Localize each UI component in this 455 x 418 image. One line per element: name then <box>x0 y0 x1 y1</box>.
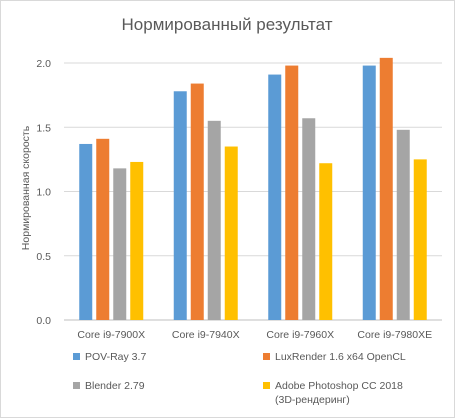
y-axis-ticks: 0.0 0.5 1.0 1.5 2.0 <box>36 58 51 327</box>
bar <box>173 91 187 321</box>
legend-swatch <box>73 353 80 360</box>
bar <box>362 65 376 320</box>
legend-label: Blender 2.79 <box>85 380 145 392</box>
bar <box>268 74 282 320</box>
bars <box>79 57 427 321</box>
legend-swatch <box>73 382 80 389</box>
x-tick-label: Core i9-7900X <box>77 329 145 341</box>
x-tick-label: Core i9-7960X <box>266 329 334 341</box>
legend-swatch <box>263 382 270 389</box>
x-tick-label: Core i9-7940X <box>172 329 240 341</box>
bar <box>379 57 393 321</box>
y-tick-label: 0.0 <box>36 315 51 327</box>
bar <box>285 65 299 320</box>
bar <box>190 83 204 320</box>
gridlines <box>64 62 442 321</box>
y-axis-label: Нормированная скорость <box>20 125 32 250</box>
y-tick-label: 1.0 <box>36 187 51 199</box>
legend-swatch <box>263 353 270 360</box>
bar <box>319 163 333 320</box>
bar <box>96 138 110 320</box>
legend-label: POV-Ray 3.7 <box>85 351 147 363</box>
bar <box>224 146 238 320</box>
chart-title: Нормированный результат <box>122 15 333 34</box>
bar <box>207 120 221 320</box>
bar <box>302 118 316 320</box>
bar <box>79 143 93 320</box>
x-axis-ticks: Core i9-7900X Core i9-7940X Core i9-7960X C… <box>77 329 432 341</box>
bar <box>396 129 410 320</box>
y-tick-label: 0.5 <box>36 251 51 263</box>
legend-label: Adobe Photoshop CC 2018 (3D-рендеринг) <box>275 380 403 406</box>
x-tick-label: Core i9-7980XE <box>357 329 432 341</box>
bar <box>130 161 144 320</box>
bar <box>113 168 127 320</box>
y-tick-label: 1.5 <box>36 122 51 134</box>
bar <box>413 159 427 320</box>
legend-label: LuxRender 1.6 x64 OpenCL <box>275 351 406 363</box>
y-tick-label: 2.0 <box>36 58 51 70</box>
